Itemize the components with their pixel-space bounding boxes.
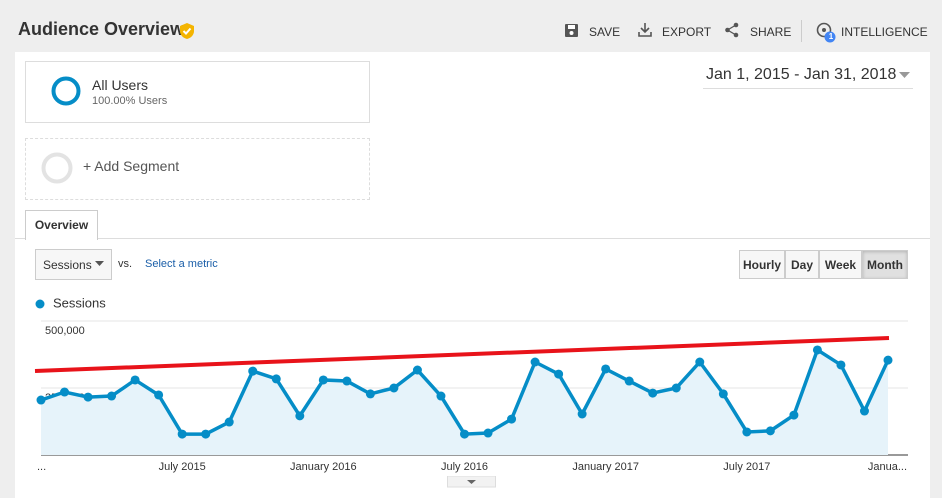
- point: [412, 365, 422, 375]
- point: [812, 345, 822, 355]
- vs-label: vs.: [118, 258, 133, 270]
- segment-donut: [51, 76, 81, 106]
- segment-card[interactable]: [25, 61, 370, 123]
- date-underline: [703, 88, 913, 89]
- point: [36, 395, 46, 405]
- granularity-button[interactable]: Week: [819, 250, 862, 279]
- point: [295, 411, 305, 421]
- export-button[interactable]: EXPORT: [662, 25, 712, 39]
- x-tick-label: ...: [37, 461, 46, 473]
- metric-selected: Sessions: [43, 258, 92, 272]
- verified-icon: [180, 23, 194, 39]
- point: [624, 376, 634, 386]
- tab[interactable]: Overview: [25, 210, 98, 240]
- legend-label: Sessions: [53, 295, 106, 310]
- intelligence-icon[interactable]: [815, 21, 837, 43]
- x-tick-label: January 2017: [572, 461, 639, 473]
- area: [41, 349, 888, 455]
- x-tick-label: July 2015: [159, 461, 206, 473]
- point: [883, 355, 893, 365]
- segment-detail: 100.00% Users: [92, 95, 168, 107]
- export-icon[interactable]: [637, 22, 653, 38]
- point: [107, 391, 117, 401]
- x-tick-label: January 2016: [290, 461, 357, 473]
- add-segment[interactable]: + Add Segment: [83, 158, 180, 174]
- add-segment-card[interactable]: [25, 138, 370, 200]
- point: [859, 406, 869, 416]
- y-tick-label: 500,000: [45, 325, 85, 337]
- point: [718, 389, 728, 399]
- add-segment-donut: [41, 152, 73, 184]
- point: [483, 428, 493, 438]
- point: [671, 383, 681, 393]
- granularity-button[interactable]: Day: [785, 250, 819, 279]
- point: [130, 375, 140, 385]
- point: [154, 390, 164, 400]
- point: [554, 369, 564, 379]
- date-arrow[interactable]: [898, 70, 912, 80]
- intelligence-button[interactable]: INTELLIGENCE: [841, 25, 928, 39]
- intelligence-badge: 1: [828, 32, 834, 41]
- point: [601, 364, 611, 374]
- select-metric[interactable]: Select a metric: [145, 258, 218, 270]
- point: [507, 414, 517, 424]
- point: [177, 429, 187, 439]
- point: [365, 389, 375, 399]
- save-icon[interactable]: [564, 23, 580, 39]
- date-range[interactable]: Jan 1, 2015 - Jan 31, 2018: [706, 66, 897, 83]
- tab-line: [15, 238, 930, 239]
- point: [530, 357, 540, 367]
- point: [836, 360, 846, 370]
- point: [389, 383, 399, 393]
- chart-toggle[interactable]: [447, 476, 496, 488]
- x-tick-label: July 2017: [723, 461, 770, 473]
- dropdown-arrow: [95, 261, 104, 266]
- segment-name: All Users: [92, 77, 149, 93]
- granularity-button[interactable]: Hourly: [739, 250, 785, 279]
- point: [460, 429, 469, 439]
- x-tick-label: July 2016: [441, 461, 488, 473]
- point: [201, 429, 211, 439]
- point: [60, 387, 70, 397]
- save-button[interactable]: SAVE: [589, 25, 621, 39]
- point: [765, 426, 775, 436]
- granularity-button[interactable]: Month: [862, 250, 908, 279]
- point: [742, 427, 752, 437]
- x-tick-label: Janua...: [868, 461, 907, 473]
- point: [248, 366, 258, 376]
- point: [577, 409, 587, 419]
- share-button[interactable]: SHARE: [750, 25, 792, 39]
- point: [789, 410, 799, 420]
- legend-dot: [35, 299, 45, 309]
- point: [271, 374, 281, 384]
- page-title: Audience Overview: [18, 19, 185, 39]
- trend-annotation: [34, 336, 890, 373]
- point: [224, 417, 234, 427]
- point: [83, 392, 93, 402]
- point: [648, 388, 658, 398]
- share-icon[interactable]: [724, 22, 740, 38]
- divider: [801, 20, 802, 42]
- point: [318, 375, 328, 385]
- point: [342, 376, 352, 386]
- point: [695, 357, 705, 367]
- point: [436, 391, 446, 401]
